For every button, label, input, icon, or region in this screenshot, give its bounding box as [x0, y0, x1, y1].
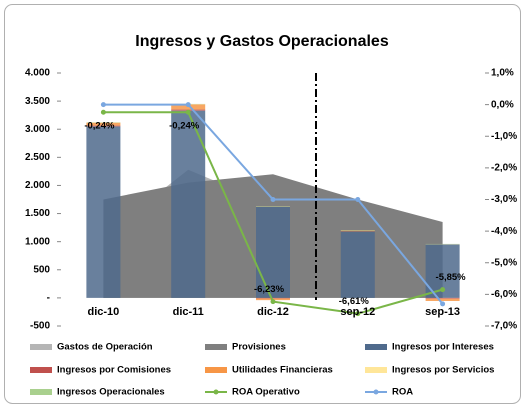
legend-swatch	[205, 367, 227, 373]
y-tick-label: 500	[33, 264, 50, 275]
bar	[425, 297, 460, 299]
legend-label: ROA	[392, 387, 413, 398]
y2-tick-label: -3,0%	[491, 194, 517, 205]
y-tick-label: -	[47, 293, 50, 304]
marker	[270, 197, 276, 202]
y-tick-label: 3.000	[25, 124, 50, 135]
y2-tick-label: -4,0%	[491, 226, 517, 237]
bar	[86, 126, 121, 298]
x-tick-label: dic-10	[88, 306, 120, 318]
marker	[100, 109, 106, 115]
y-tick-label: 2.000	[25, 180, 50, 191]
legend-label: Gastos de Operación	[57, 342, 153, 353]
bar	[171, 110, 206, 298]
y-tick-label: -500	[30, 321, 50, 332]
marker	[185, 109, 191, 115]
legend-label: Utilidades Financieras	[232, 365, 333, 376]
legend-label: Provisiones	[232, 342, 286, 353]
legend-label: Ingresos por Intereses	[392, 342, 494, 353]
bar	[425, 298, 460, 301]
data-label: -6,23%	[254, 284, 285, 295]
y-tick-label: 4.000	[25, 68, 50, 79]
legend-swatch	[30, 367, 52, 373]
marker	[270, 299, 276, 305]
bar	[340, 231, 375, 298]
legend-label: ROA Operativo	[232, 387, 300, 398]
marker	[440, 287, 446, 293]
marker	[440, 301, 446, 307]
x-tick-label: sep-13	[425, 306, 460, 318]
y2-tick-label: -6,0%	[491, 289, 517, 300]
legend-swatch	[205, 344, 227, 350]
y2-tick-label: 0,0%	[491, 99, 514, 110]
y2-tick-label: -2,0%	[491, 163, 517, 174]
bar	[86, 125, 121, 127]
legend-label: Ingresos por Servicios	[392, 365, 494, 376]
data-label: -0,24%	[169, 121, 200, 132]
marker	[185, 102, 191, 108]
marker	[100, 102, 106, 108]
y-tick-label: 2.500	[25, 152, 50, 163]
y-tick-label: 1.000	[25, 236, 50, 247]
bar	[340, 230, 375, 232]
bar	[86, 122, 121, 126]
x-tick-label: dic-11	[173, 306, 204, 318]
marker	[355, 197, 361, 202]
legend-swatch	[373, 389, 379, 395]
data-label: -0,24%	[84, 121, 115, 132]
y2-tick-label: -1,0%	[491, 131, 517, 142]
marker	[355, 311, 361, 317]
bar	[256, 206, 290, 298]
legend-swatch	[213, 389, 219, 395]
data-label: -6,61%	[339, 296, 370, 307]
legend-label: Ingresos Operacionales	[57, 387, 165, 398]
y-tick-label: 1.500	[25, 208, 50, 219]
legend-swatch	[30, 344, 52, 350]
x-tick-label: dic-12	[257, 306, 289, 318]
legend-swatch	[365, 344, 387, 350]
y2-tick-label: -7,0%	[491, 321, 517, 332]
legend-swatch	[30, 389, 52, 395]
legend-label: Ingresos por Comisiones	[57, 365, 171, 376]
y-tick-label: 3.500	[25, 96, 50, 107]
bar	[256, 297, 290, 299]
data-label: -5,85%	[436, 272, 467, 283]
y2-tick-label: 1,0%	[491, 68, 514, 79]
y2-tick-label: -5,0%	[491, 257, 517, 268]
chart-title: Ingresos y Gastos Operacionales	[135, 33, 389, 50]
plot: -0,24% -0,24% -6,23% -6,61% -5,85%	[84, 102, 467, 317]
legend-swatch	[365, 367, 387, 373]
x-tick-label: sep-12	[340, 306, 375, 318]
